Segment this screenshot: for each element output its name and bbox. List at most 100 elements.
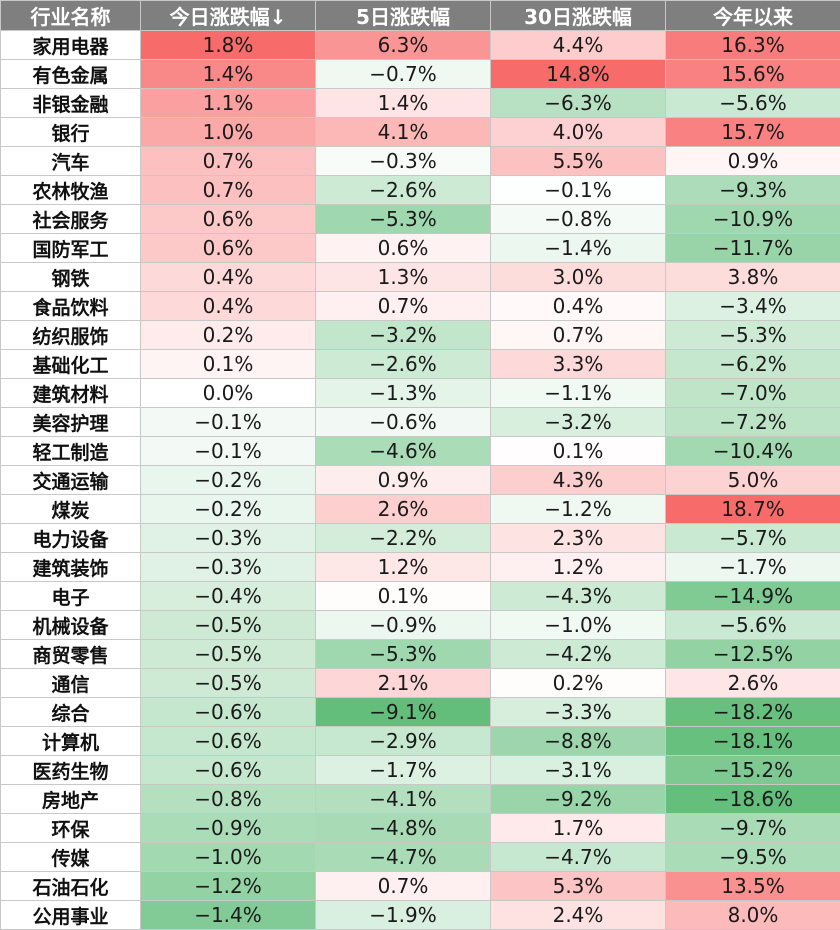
table-row: 电力设备−0.3%−2.2%2.3%−5.7% <box>1 524 840 553</box>
5day-change-cell: 0.6% <box>316 234 491 263</box>
ytd-change-cell: −7.0% <box>666 379 840 408</box>
30day-change-cell: 0.2% <box>491 669 666 698</box>
today-change-cell: 0.0% <box>141 379 316 408</box>
industry-name-cell: 农林牧渔 <box>1 176 141 205</box>
ytd-change-cell: −11.7% <box>666 234 840 263</box>
30day-change-cell: −0.1% <box>491 176 666 205</box>
industry-name-cell: 通信 <box>1 669 141 698</box>
5day-change-cell: −4.7% <box>316 843 491 872</box>
5day-change-cell: 0.1% <box>316 582 491 611</box>
table-row: 公用事业−1.4%−1.9%2.4%8.0% <box>1 901 840 930</box>
ytd-change-cell: 18.7% <box>666 495 840 524</box>
30day-change-cell: 5.3% <box>491 872 666 901</box>
industry-name-cell: 煤炭 <box>1 495 141 524</box>
table-row: 房地产−0.8%−4.1%−9.2%−18.6% <box>1 785 840 814</box>
ytd-change-cell: 0.9% <box>666 147 840 176</box>
table-row: 传媒−1.0%−4.7%−4.7%−9.5% <box>1 843 840 872</box>
table-row: 交通运输−0.2%0.9%4.3%5.0% <box>1 466 840 495</box>
5day-change-cell: −4.8% <box>316 814 491 843</box>
industry-name-cell: 综合 <box>1 698 141 727</box>
header-30day-change[interactable]: 30日涨跌幅 <box>491 1 666 31</box>
industry-name-cell: 建筑装饰 <box>1 553 141 582</box>
today-change-cell: 1.0% <box>141 118 316 147</box>
industry-name-cell: 基础化工 <box>1 350 141 379</box>
today-change-cell: −0.3% <box>141 553 316 582</box>
header-today-change[interactable]: 今日涨跌幅↓ <box>141 1 316 31</box>
5day-change-cell: 4.1% <box>316 118 491 147</box>
today-change-cell: −0.4% <box>141 582 316 611</box>
industry-name-cell: 电力设备 <box>1 524 141 553</box>
industry-name-cell: 美容护理 <box>1 408 141 437</box>
today-change-cell: −0.5% <box>141 611 316 640</box>
industry-name-cell: 计算机 <box>1 727 141 756</box>
table-row: 建筑装饰−0.3%1.2%1.2%−1.7% <box>1 553 840 582</box>
header-ytd-change[interactable]: 今年以来 <box>666 1 840 31</box>
today-change-cell: 0.4% <box>141 292 316 321</box>
today-change-cell: 1.8% <box>141 31 316 60</box>
today-change-cell: −0.1% <box>141 437 316 466</box>
5day-change-cell: −0.3% <box>316 147 491 176</box>
30day-change-cell: −1.0% <box>491 611 666 640</box>
30day-change-cell: 4.3% <box>491 466 666 495</box>
today-change-cell: 0.7% <box>141 147 316 176</box>
5day-change-cell: −1.7% <box>316 756 491 785</box>
industry-name-cell: 商贸零售 <box>1 640 141 669</box>
table-header-row: 行业名称 今日涨跌幅↓ 5日涨跌幅 30日涨跌幅 今年以来 <box>1 1 840 31</box>
industry-name-cell: 汽车 <box>1 147 141 176</box>
industry-name-cell: 轻工制造 <box>1 437 141 466</box>
ytd-change-cell: −3.4% <box>666 292 840 321</box>
5day-change-cell: −0.7% <box>316 60 491 89</box>
5day-change-cell: −1.9% <box>316 901 491 930</box>
5day-change-cell: −2.6% <box>316 350 491 379</box>
today-change-cell: −0.2% <box>141 466 316 495</box>
industry-name-cell: 有色金属 <box>1 60 141 89</box>
today-change-cell: 0.2% <box>141 321 316 350</box>
5day-change-cell: −5.3% <box>316 640 491 669</box>
5day-change-cell: 6.3% <box>316 31 491 60</box>
industry-name-cell: 石油石化 <box>1 872 141 901</box>
5day-change-cell: 2.1% <box>316 669 491 698</box>
today-change-cell: 0.1% <box>141 350 316 379</box>
30day-change-cell: −8.8% <box>491 727 666 756</box>
5day-change-cell: −0.6% <box>316 408 491 437</box>
header-industry-name[interactable]: 行业名称 <box>1 1 141 31</box>
5day-change-cell: 2.6% <box>316 495 491 524</box>
ytd-change-cell: 13.5% <box>666 872 840 901</box>
ytd-change-cell: −5.7% <box>666 524 840 553</box>
today-change-cell: −1.0% <box>141 843 316 872</box>
30day-change-cell: 5.5% <box>491 147 666 176</box>
table-row: 煤炭−0.2%2.6%−1.2%18.7% <box>1 495 840 524</box>
5day-change-cell: −3.2% <box>316 321 491 350</box>
ytd-change-cell: −14.9% <box>666 582 840 611</box>
industry-name-cell: 机械设备 <box>1 611 141 640</box>
ytd-change-cell: 16.3% <box>666 31 840 60</box>
ytd-change-cell: −10.9% <box>666 205 840 234</box>
5day-change-cell: −2.2% <box>316 524 491 553</box>
ytd-change-cell: −18.1% <box>666 727 840 756</box>
today-change-cell: 1.4% <box>141 60 316 89</box>
table-row: 计算机−0.6%−2.9%−8.8%−18.1% <box>1 727 840 756</box>
ytd-change-cell: −10.4% <box>666 437 840 466</box>
header-5day-change[interactable]: 5日涨跌幅 <box>316 1 491 31</box>
ytd-change-cell: 8.0% <box>666 901 840 930</box>
30day-change-cell: 1.7% <box>491 814 666 843</box>
ytd-change-cell: −18.2% <box>666 698 840 727</box>
industry-name-cell: 钢铁 <box>1 263 141 292</box>
ytd-change-cell: 5.0% <box>666 466 840 495</box>
30day-change-cell: −6.3% <box>491 89 666 118</box>
ytd-change-cell: −12.5% <box>666 640 840 669</box>
30day-change-cell: 4.0% <box>491 118 666 147</box>
industry-name-cell: 纺织服饰 <box>1 321 141 350</box>
table-row: 环保−0.9%−4.8%1.7%−9.7% <box>1 814 840 843</box>
30day-change-cell: 0.1% <box>491 437 666 466</box>
today-change-cell: −0.3% <box>141 524 316 553</box>
today-change-cell: 1.1% <box>141 89 316 118</box>
5day-change-cell: 0.9% <box>316 466 491 495</box>
industry-name-cell: 国防军工 <box>1 234 141 263</box>
5day-change-cell: 0.7% <box>316 872 491 901</box>
